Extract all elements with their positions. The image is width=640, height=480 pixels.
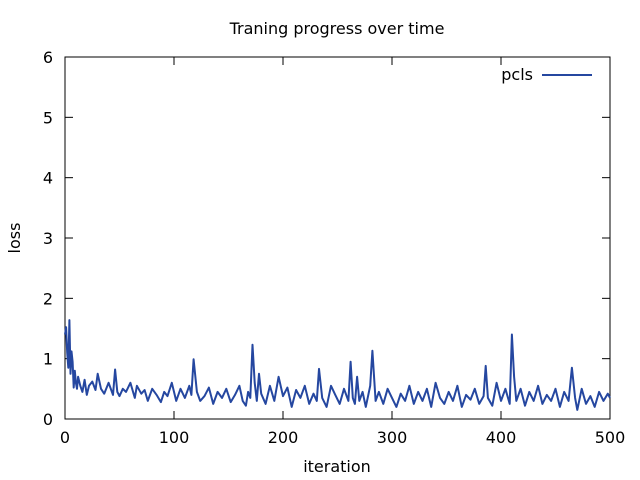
axis-ticks: 0 100 200 300 400 500 0 1 2 3 4 5 6	[43, 48, 625, 447]
series-line-pcls	[64, 319, 611, 411]
x-tick-label: 100	[159, 428, 190, 447]
y-tick-label: 1	[43, 350, 53, 369]
y-tick-label: 2	[43, 289, 53, 308]
x-tick-label: 300	[377, 428, 408, 447]
plot-frame	[64, 56, 611, 420]
x-tick-label: 400	[486, 428, 517, 447]
x-tick-label: 200	[268, 428, 299, 447]
y-tick-label: 6	[43, 48, 53, 67]
chart-title: Traning progress over time	[229, 19, 445, 38]
legend: pcls	[501, 65, 592, 84]
y-tick-label: 4	[43, 169, 53, 188]
y-tick-label: 0	[43, 410, 53, 429]
legend-label: pcls	[501, 65, 533, 84]
plot-border	[64, 56, 611, 420]
y-tick-label: 5	[43, 108, 53, 127]
series-lines	[64, 319, 611, 411]
x-axis-title: iteration	[303, 457, 371, 476]
y-tick-label: 3	[43, 229, 53, 248]
x-tick-label: 0	[60, 428, 70, 447]
x-tick-label: 500	[595, 428, 626, 447]
y-axis-title: loss	[5, 223, 24, 254]
